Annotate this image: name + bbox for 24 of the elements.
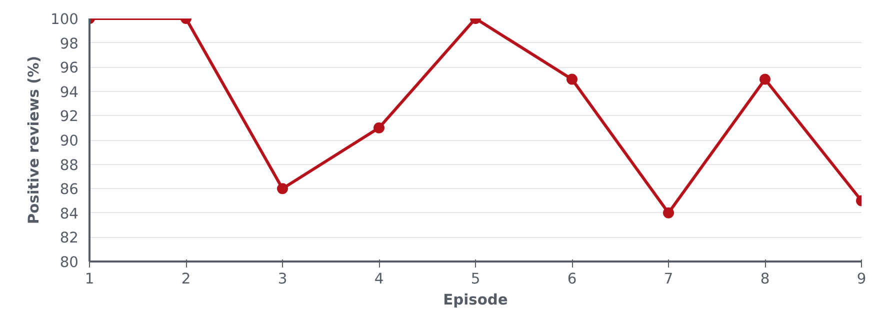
point: [277, 183, 288, 194]
x-tick-label: 7: [664, 270, 674, 288]
x-tick-label: 3: [278, 270, 288, 288]
point: [374, 122, 384, 134]
y-tick-label: 98: [60, 35, 79, 52]
x-tick-label: 9: [856, 270, 866, 288]
y-tick-label: 92: [60, 108, 79, 126]
x-tick-label: 4: [374, 270, 384, 288]
y-tick-label: 88: [60, 156, 79, 174]
y-tick-label: 82: [60, 230, 79, 247]
x-tick-label: 5: [470, 270, 480, 288]
y-tick-label: 94: [60, 84, 79, 101]
y-tick-label: 96: [60, 60, 79, 77]
x-tick-label: 8: [760, 270, 770, 288]
x-axis-title: Episode: [443, 292, 508, 308]
y-tick-label: 90: [60, 132, 79, 150]
y-axis-title: Positive reviews (%): [26, 56, 43, 224]
y-tick-label: 100: [50, 11, 79, 28]
y-tick-label: 84: [60, 205, 79, 222]
x-tick-label: 6: [567, 270, 577, 288]
x-tick-label: 2: [181, 270, 191, 288]
y-tick-label: 86: [60, 181, 79, 198]
x-tick-label: 1: [84, 270, 94, 288]
y-tick-label: 80: [60, 254, 79, 271]
